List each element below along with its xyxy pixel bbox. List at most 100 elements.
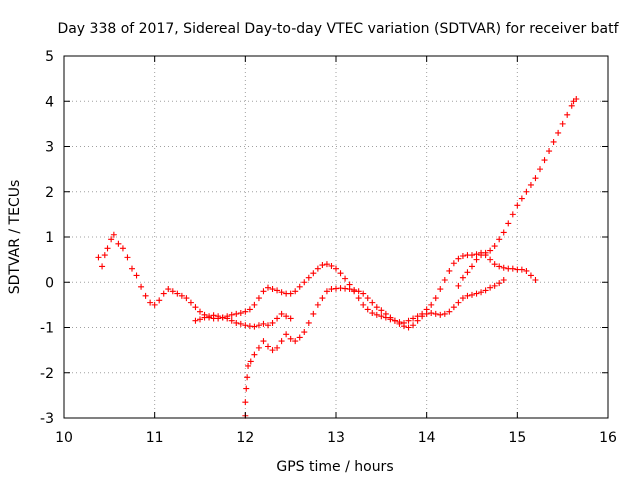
data-point xyxy=(473,290,480,297)
data-point xyxy=(478,289,485,296)
data-point xyxy=(242,322,249,329)
data-point xyxy=(496,236,503,243)
data-point xyxy=(274,315,281,322)
data-point xyxy=(573,95,580,102)
data-point xyxy=(265,343,271,350)
y-tick-label: -1 xyxy=(40,321,54,337)
data-point xyxy=(414,317,421,324)
data-point xyxy=(247,358,254,365)
data-point xyxy=(523,267,530,274)
data-point xyxy=(496,280,503,287)
data-point xyxy=(428,301,435,308)
data-point xyxy=(260,288,267,295)
data-point xyxy=(228,311,235,318)
data-point xyxy=(450,260,457,267)
data-point xyxy=(487,284,494,291)
data-point xyxy=(373,304,380,311)
data-point xyxy=(491,243,498,250)
data-point xyxy=(518,195,525,202)
data-point xyxy=(437,286,444,293)
data-point xyxy=(269,286,276,293)
y-tick-label: -3 xyxy=(40,411,54,427)
y-tick-label: 1 xyxy=(45,230,54,246)
data-point xyxy=(378,307,385,314)
data-point xyxy=(509,265,516,272)
data-point xyxy=(104,245,111,252)
data-point xyxy=(469,252,475,259)
data-point xyxy=(514,202,521,209)
x-tick-label: 11 xyxy=(146,430,164,446)
data-point xyxy=(183,295,190,302)
data-point xyxy=(287,315,294,322)
data-point xyxy=(527,272,534,279)
data-point xyxy=(355,288,362,295)
data-point xyxy=(156,297,163,304)
data-point xyxy=(269,347,276,354)
data-point xyxy=(147,299,154,306)
data-point xyxy=(532,276,539,283)
data-point xyxy=(500,276,507,283)
data-point xyxy=(496,263,503,270)
data-point xyxy=(382,310,389,317)
data-point xyxy=(487,247,494,254)
data-point xyxy=(323,288,330,295)
series-trace-a xyxy=(95,231,539,326)
data-point xyxy=(346,286,353,293)
data-point xyxy=(244,374,251,381)
data-point xyxy=(364,295,371,302)
data-point xyxy=(491,261,498,268)
data-point xyxy=(245,362,252,369)
data-point xyxy=(197,316,203,323)
data-point xyxy=(527,181,534,188)
data-point xyxy=(464,292,471,299)
data-point xyxy=(283,331,290,338)
y-tick-label: -2 xyxy=(40,366,54,382)
data-point xyxy=(455,299,462,306)
data-point xyxy=(459,253,466,260)
data-point xyxy=(509,211,516,218)
data-point xyxy=(337,270,344,277)
y-tick-label: 0 xyxy=(45,275,54,291)
data-point xyxy=(242,308,249,315)
data-point xyxy=(505,220,512,227)
data-point xyxy=(523,188,530,195)
x-tick-label: 15 xyxy=(508,430,526,446)
data-point xyxy=(469,291,475,298)
data-point xyxy=(265,284,271,291)
data-point xyxy=(405,317,412,324)
data-point xyxy=(255,295,262,302)
data-point xyxy=(555,129,562,136)
data-point xyxy=(546,148,553,155)
data-point xyxy=(473,251,480,258)
data-point xyxy=(532,175,539,182)
data-point xyxy=(387,314,394,321)
data-point xyxy=(287,335,294,342)
data-point xyxy=(192,317,199,324)
x-axis-label: GPS time / hours xyxy=(276,459,393,475)
data-point xyxy=(333,265,339,272)
data-point xyxy=(283,313,290,320)
data-point xyxy=(110,231,117,238)
data-point xyxy=(455,282,462,289)
data-point xyxy=(197,308,203,315)
data-point xyxy=(482,287,489,294)
data-point xyxy=(550,138,557,145)
data-point xyxy=(405,324,412,331)
data-point xyxy=(391,317,398,324)
data-point xyxy=(119,245,126,252)
data-point xyxy=(432,310,439,317)
data-point xyxy=(441,276,448,283)
data-point xyxy=(455,255,462,262)
data-point xyxy=(237,310,244,317)
data-point xyxy=(473,256,480,263)
x-tick-label: 12 xyxy=(236,430,254,446)
data-point xyxy=(233,319,240,326)
axis-ticks xyxy=(63,55,609,419)
data-point xyxy=(364,306,371,313)
data-point xyxy=(95,254,102,261)
data-point xyxy=(296,283,303,290)
data-point xyxy=(351,286,358,293)
data-point xyxy=(541,157,548,164)
data-point xyxy=(323,261,330,268)
data-point xyxy=(251,351,258,358)
